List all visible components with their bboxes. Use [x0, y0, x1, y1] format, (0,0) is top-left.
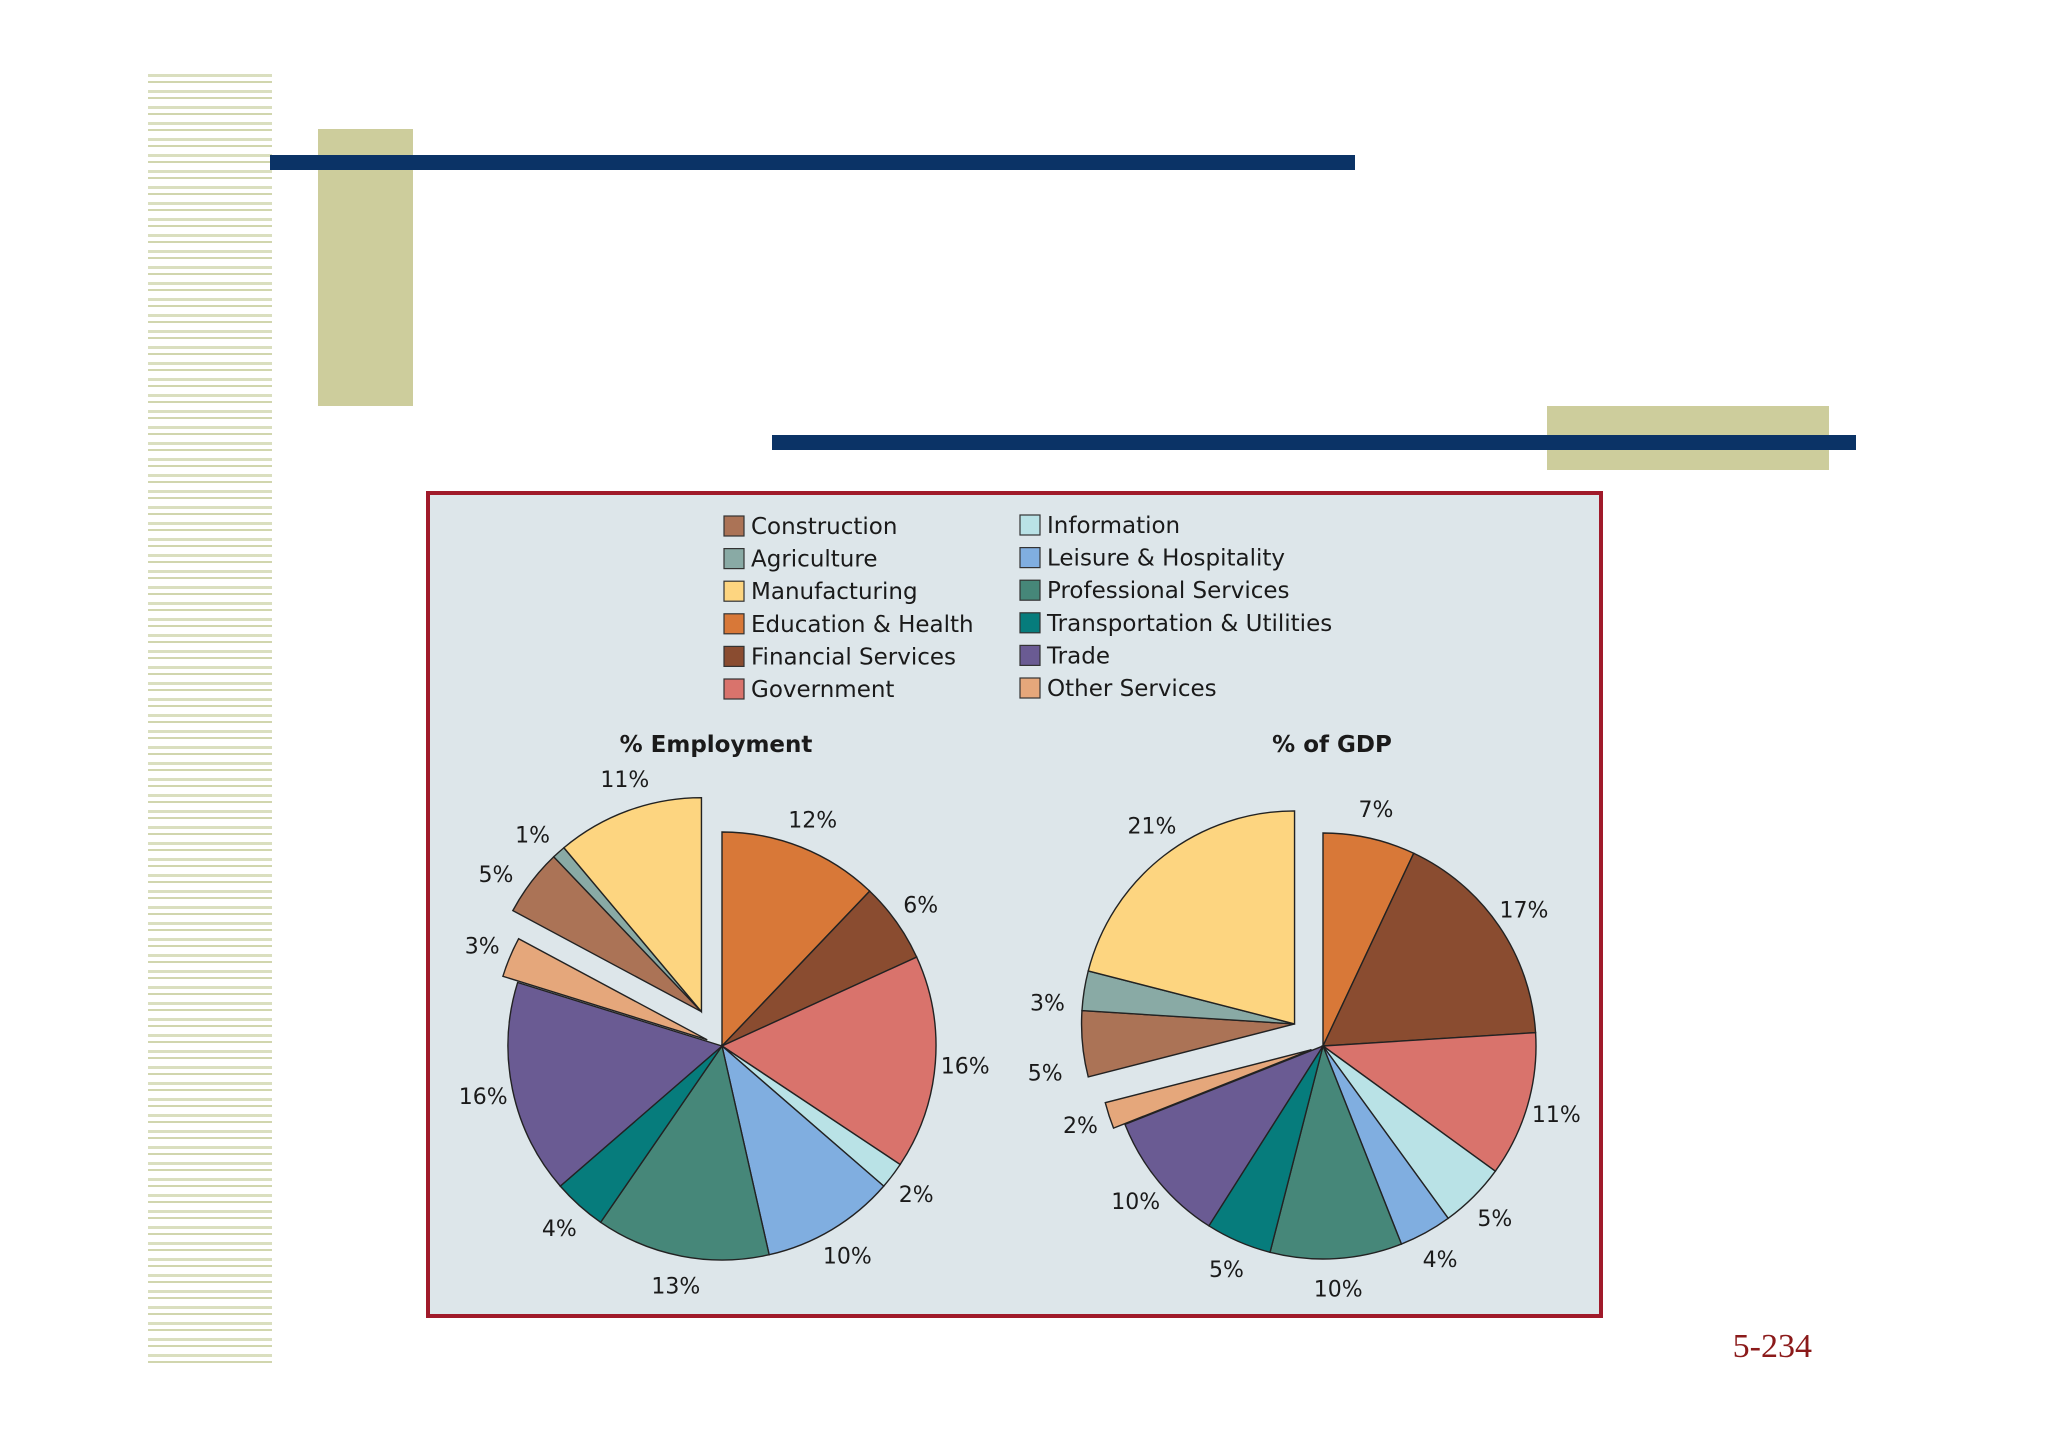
- legend-label-leisure-and-hospitality: Leisure & Hospitality: [1047, 546, 1285, 572]
- gdp-pie: 7% 17% 11% 5% 4% 10% 5% 10% 2% 5% 3% 21%: [1028, 798, 1581, 1303]
- pie-label-other-services: 3%: [465, 935, 500, 960]
- pie-label-financial-services: 17%: [1500, 898, 1549, 923]
- navy-bar-top: [270, 155, 1355, 170]
- legend-label-education-and-health: Education & Health: [751, 612, 974, 638]
- legend-label-professional-services: Professional Services: [1047, 578, 1290, 604]
- legend-label-trade: Trade: [1046, 643, 1110, 669]
- pie-label-manufacturing: 21%: [1128, 815, 1177, 840]
- pie-label-financial-services: 6%: [903, 893, 938, 918]
- pie-slice-professional-services: [1269, 1043, 1403, 1260]
- decorative-stripes: [148, 74, 272, 1370]
- navy-bar-middle: [772, 435, 1856, 450]
- pie-slice-financial-services: [1321, 852, 1537, 1047]
- legend-label-transportation-and-utilities: Transportation & Utilities: [1046, 611, 1332, 637]
- legend-swatch-education-and-health: [723, 613, 745, 635]
- slide-number: 5-234: [1732, 1328, 1812, 1365]
- legend-swatch-transportation-and-utilities: [1019, 612, 1041, 634]
- legend-label-other-services: Other Services: [1047, 676, 1217, 702]
- legend-swatch-information: [1019, 514, 1041, 536]
- legend-label-agriculture: Agriculture: [751, 547, 878, 573]
- legend-swatch-construction: [723, 515, 745, 537]
- pie-label-education-and-health: 7%: [1359, 798, 1394, 823]
- pie-label-government: 16%: [941, 1054, 990, 1079]
- pie-label-transportation-and-utilities: 5%: [1209, 1258, 1244, 1283]
- pie-slice-professional-services: [599, 1044, 770, 1261]
- pie-label-professional-services: 10%: [1314, 1278, 1363, 1303]
- legend-swatch-financial-services: [723, 645, 745, 668]
- legend-label-manufacturing: Manufacturing: [751, 579, 918, 605]
- pie-label-other-services: 2%: [1063, 1114, 1098, 1139]
- legend-label-financial-services: Financial Services: [751, 644, 956, 670]
- pie-slice-leisure-and-hospitality: [720, 1044, 885, 1256]
- pie-slice-education-and-health: [721, 831, 871, 1048]
- employment-chart-title: % Employment: [620, 732, 813, 758]
- pie-label-education-and-health: 12%: [788, 808, 837, 833]
- olive-accent-block-top: [318, 129, 413, 406]
- pie-label-transportation-and-utilities: 4%: [542, 1217, 577, 1242]
- legend-swatch-leisure-and-hospitality: [1019, 546, 1041, 569]
- pie-slice-manufacturing: [1087, 810, 1296, 1025]
- pie-slice-manufacturing: [562, 796, 703, 1014]
- pie-label-information: 5%: [1477, 1207, 1512, 1232]
- pie-label-leisure-and-hospitality: 4%: [1423, 1248, 1458, 1273]
- pie-label-agriculture: 3%: [1030, 991, 1065, 1016]
- legend-swatch-other-services: [1019, 677, 1041, 699]
- pie-label-construction: 5%: [1028, 1061, 1063, 1086]
- legend-swatch-manufacturing: [723, 580, 745, 602]
- pie-label-trade: 10%: [1111, 1190, 1160, 1215]
- pie-label-construction: 5%: [479, 863, 514, 888]
- pie-label-professional-services: 13%: [651, 1275, 700, 1300]
- legend-label-information: Information: [1047, 513, 1180, 539]
- pie-label-trade: 16%: [459, 1085, 508, 1110]
- pie-slice-government: [720, 956, 937, 1166]
- pie-slice-trade: [507, 981, 724, 1188]
- legend-label-construction: Construction: [751, 514, 897, 540]
- pie-slice-other-services: [502, 937, 708, 1041]
- legend-swatch-agriculture: [723, 547, 745, 570]
- pie-slice-other-services: [1104, 1049, 1312, 1130]
- legend-swatch-professional-services: [1019, 579, 1041, 601]
- pie-label-manufacturing: 11%: [600, 768, 649, 793]
- legend-label-government: Government: [751, 677, 894, 703]
- pie-label-agriculture: 1%: [515, 823, 550, 848]
- pie-slice-trade: [1124, 1044, 1325, 1227]
- pie-label-government: 11%: [1532, 1103, 1581, 1128]
- gdp-chart-title: % of GDP: [1272, 732, 1392, 758]
- legend: Construction Agriculture Manufacturing Educ…: [723, 513, 1332, 703]
- pie-label-information: 2%: [899, 1183, 934, 1208]
- employment-pie: 12% 6% 16% 2% 10% 13% 4% 16% 3% 5%1% 11%: [459, 768, 990, 1299]
- legend-swatch-government: [723, 678, 745, 700]
- pie-label-leisure-and-hospitality: 10%: [823, 1244, 872, 1269]
- pie-slice-government: [1321, 1031, 1537, 1173]
- legend-swatch-trade: [1019, 644, 1041, 667]
